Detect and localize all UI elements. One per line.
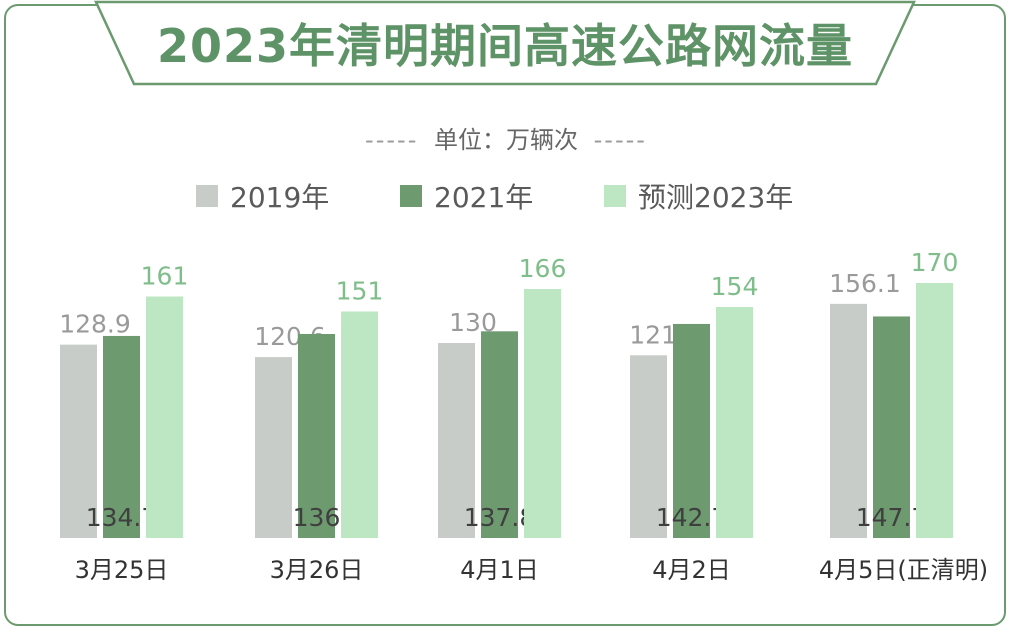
legend-label-2023: 预测2023年 [638, 181, 794, 214]
bar-2023-2 [341, 311, 378, 538]
value-label-2021-5: 147.7 [856, 503, 928, 532]
unit-label: ----- 单位：万辆次 ----- [0, 120, 1012, 155]
legend: 2019年 2021年 预测2023年 [0, 176, 1012, 216]
category-label-5: 4月5日(正清明) [819, 556, 988, 584]
category-label-2: 3月26日 [270, 556, 364, 584]
category-label-3: 4月1日 [460, 556, 539, 584]
legend-label-2021: 2021年 [434, 181, 534, 214]
value-label-2019-1: 128.9 [59, 310, 131, 339]
legend-swatch-2019 [196, 185, 218, 207]
legend-item-2023: 预测2023年 [604, 176, 793, 216]
value-label-2023-3: 166 [519, 254, 567, 283]
legend-item-2021: 2021年 [400, 176, 533, 216]
value-label-2019-5: 156.1 [829, 269, 901, 298]
value-label-2023-4: 154 [711, 272, 759, 301]
title-banner: 2023年清明期间高速公路网流量 [94, 0, 916, 86]
legend-swatch-2021 [400, 185, 422, 207]
value-label-2023-2: 151 [336, 277, 384, 306]
bar-2023-3 [524, 289, 561, 538]
value-label-2021-4: 142.7 [656, 503, 728, 532]
bar-2021-3 [481, 331, 518, 538]
bar-2019-3 [438, 343, 475, 538]
bar-2019-1 [60, 344, 97, 538]
unit-dash-right: ----- [593, 126, 647, 154]
category-label-4: 4月2日 [652, 556, 731, 584]
bar-2019-4 [630, 355, 667, 538]
bar-2021-4 [673, 323, 710, 538]
legend-label-2019: 2019年 [230, 181, 330, 214]
legend-item-2019: 2019年 [196, 176, 329, 216]
chart-title: 2023年清明期间高速公路网流量 [156, 19, 854, 73]
bar-2021-2 [298, 334, 335, 538]
value-label-2023-1: 161 [141, 262, 189, 291]
value-label-2021-2: 136 [293, 503, 341, 532]
bar-2019-2 [255, 357, 292, 538]
bar-2021-1 [103, 335, 140, 538]
bar-2019-5 [830, 303, 867, 538]
unit-text: 单位：万辆次 [434, 126, 578, 154]
value-label-2023-5: 170 [911, 248, 959, 277]
bar-2023-1 [146, 296, 183, 538]
category-label-1: 3月25日 [75, 556, 169, 584]
bar-2023-4 [716, 307, 753, 538]
unit-dash-left: ----- [365, 126, 419, 154]
title-banner-shape [94, 0, 916, 86]
value-label-2021-1: 134.7 [86, 503, 158, 532]
bar-2021-5 [873, 316, 910, 538]
legend-swatch-2023 [604, 185, 626, 207]
value-label-2021-3: 137.8 [464, 503, 536, 532]
bar-2023-5 [916, 283, 953, 538]
